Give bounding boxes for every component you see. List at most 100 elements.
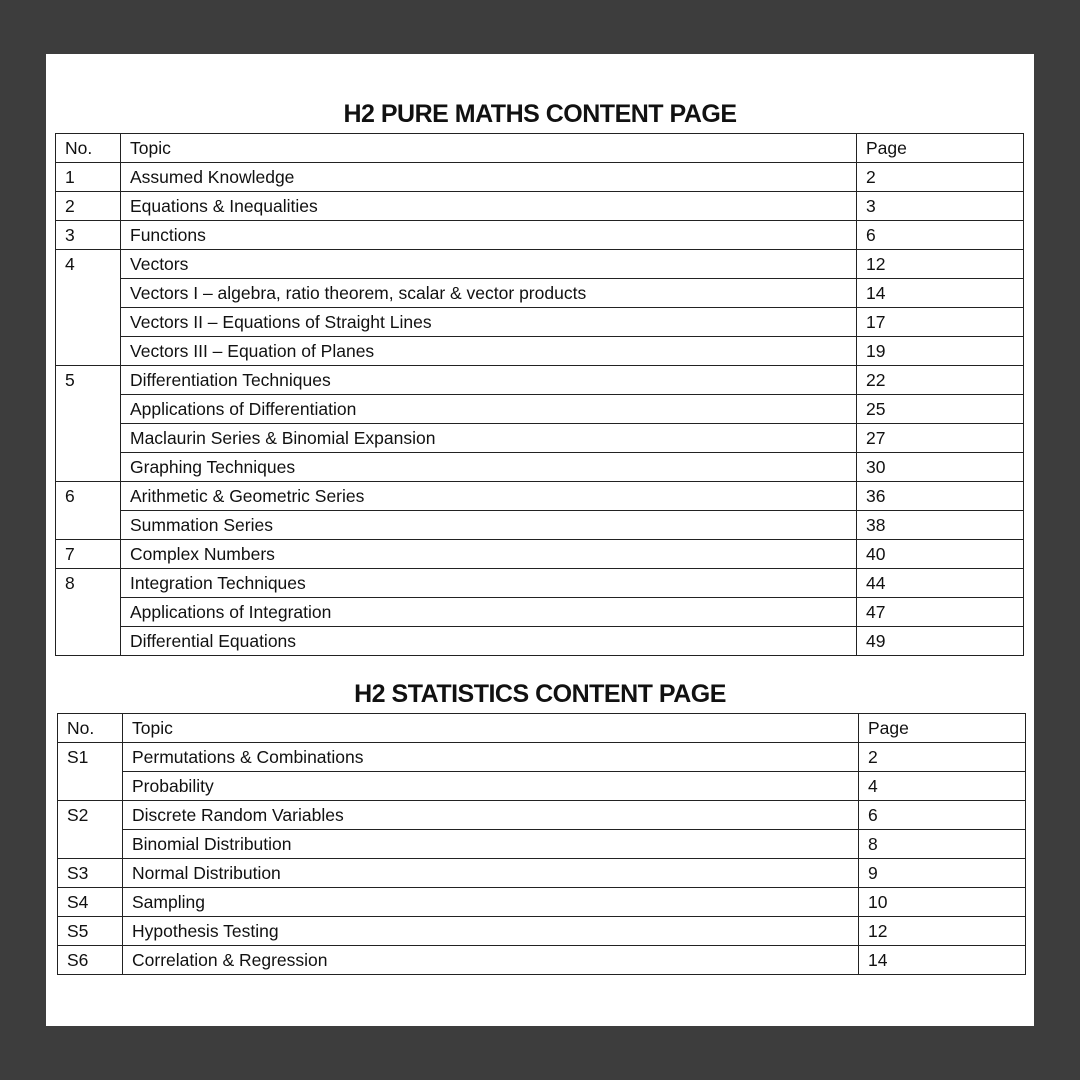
page-number: 25 — [856, 394, 1024, 424]
table-row: 8 Integration Techniques 44 — [55, 568, 1024, 656]
page-number: 17 — [856, 307, 1024, 337]
table-row: 6 Arithmetic & Geometric Series 36 — [55, 481, 1024, 540]
page-number: 12 — [858, 916, 1026, 946]
topic-cell: Equations & Inequalities — [120, 191, 857, 221]
table-row: S5 Hypothesis Testing 12 — [57, 916, 1026, 946]
chapter-number: 1 — [55, 162, 121, 192]
header-row: No. Topic Page — [57, 713, 1026, 743]
page-number: 40 — [856, 539, 1024, 569]
table-row: 2 Equations & Inequalities 3 — [55, 191, 1024, 221]
page-number: 6 — [858, 800, 1026, 830]
pure-maths-table: No. Topic Page 1 Assumed Knowledge 2 2 Equation… — [55, 133, 1024, 656]
page-number: 14 — [856, 278, 1024, 308]
header-row: No. Topic Page — [55, 133, 1024, 163]
topic-cell: Permutations & Combinations — [122, 742, 859, 772]
page-number: 14 — [858, 945, 1026, 975]
topic-cell: Summation Series — [120, 510, 857, 540]
table-row: Applications of Integration 47 — [56, 597, 1024, 627]
table-row: Maclaurin Series & Binomial Expansion 27 — [56, 423, 1024, 453]
header-topic: Topic — [122, 713, 859, 743]
page-number: 3 — [856, 191, 1024, 221]
topic-cell: Differential Equations — [120, 626, 857, 656]
topic-cell: Vectors II – Equations of Straight Lines — [120, 307, 857, 337]
table-row: Vectors II – Equations of Straight Lines… — [56, 307, 1024, 337]
topic-cell: Assumed Knowledge — [120, 162, 857, 192]
page-number: 12 — [856, 249, 1024, 279]
chapter-number: 3 — [55, 220, 121, 250]
table-row: 1 Assumed Knowledge 2 — [55, 162, 1024, 192]
header-page: Page — [858, 713, 1026, 743]
topic-cell: Discrete Random Variables — [122, 800, 859, 830]
header-no: No. — [57, 713, 123, 743]
topic-cell: Arithmetic & Geometric Series — [120, 481, 857, 511]
chapter-number: 5 — [55, 365, 121, 482]
topic-cell: Normal Distribution — [122, 858, 859, 888]
table-row: 5 Differentiation Techniques 22 — [55, 365, 1024, 482]
chapter-number: S2 — [57, 800, 123, 859]
page-number: 9 — [858, 858, 1026, 888]
topic-cell: Binomial Distribution — [122, 829, 859, 859]
topic-cell: Integration Techniques — [120, 568, 857, 598]
table-row: S6 Correlation & Regression 14 — [57, 945, 1026, 975]
table-row: Binomial Distribution 8 — [58, 829, 1026, 859]
page-number: 22 — [856, 365, 1024, 395]
topic-cell: Functions — [120, 220, 857, 250]
topic-cell: Graphing Techniques — [120, 452, 857, 482]
page-number: 2 — [858, 742, 1026, 772]
page-number: 4 — [858, 771, 1026, 801]
table-row: Graphing Techniques 30 — [56, 452, 1024, 482]
chapter-number: 4 — [55, 249, 121, 366]
table-row: Vectors I – algebra, ratio theorem, scal… — [56, 278, 1024, 308]
table-row: Vectors III – Equation of Planes 19 — [56, 336, 1024, 366]
page-number: 19 — [856, 336, 1024, 366]
topic-cell: Vectors — [120, 249, 857, 279]
chapter-number: 8 — [55, 568, 121, 656]
topic-cell: Vectors III – Equation of Planes — [120, 336, 857, 366]
page-number: 27 — [856, 423, 1024, 453]
table-row: S2 Discrete Random Variables 6 — [57, 800, 1026, 859]
table-row: 3 Functions 6 — [55, 220, 1024, 250]
topic-cell: Applications of Differentiation — [120, 394, 857, 424]
chapter-number: S4 — [57, 887, 123, 917]
chapter-number: S1 — [57, 742, 123, 801]
statistics-table: No. Topic Page S1 Permutations & Combination… — [57, 713, 1026, 975]
header-page: Page — [856, 133, 1024, 163]
chapter-number: S6 — [57, 945, 123, 975]
table-row: S4 Sampling 10 — [57, 887, 1026, 917]
topic-cell: Correlation & Regression — [122, 945, 859, 975]
chapter-number: S5 — [57, 916, 123, 946]
table-row: S3 Normal Distribution 9 — [57, 858, 1026, 888]
topic-cell: Applications of Integration — [120, 597, 857, 627]
page-number: 10 — [858, 887, 1026, 917]
table-row: Applications of Differentiation 25 — [56, 394, 1024, 424]
page-number: 8 — [858, 829, 1026, 859]
document-page: H2 PURE MATHS CONTENT PAGE No. Topic Page 1… — [46, 54, 1034, 1026]
chapter-number: 6 — [55, 481, 121, 540]
table-row: Differential Equations 49 — [56, 626, 1024, 656]
page-number: 49 — [856, 626, 1024, 656]
table-row: S1 Permutations & Combinations 2 — [57, 742, 1026, 801]
page-number: 6 — [856, 220, 1024, 250]
topic-cell: Differentiation Techniques — [120, 365, 857, 395]
topic-cell: Vectors I – algebra, ratio theorem, scal… — [120, 278, 857, 308]
header-no: No. — [55, 133, 121, 163]
chapter-number: 2 — [55, 191, 121, 221]
topic-cell: Complex Numbers — [120, 539, 857, 569]
statistics-title: H2 STATISTICS CONTENT PAGE — [354, 680, 726, 708]
page-number: 38 — [856, 510, 1024, 540]
page-number: 2 — [856, 162, 1024, 192]
pure-maths-title: H2 PURE MATHS CONTENT PAGE — [343, 100, 737, 128]
chapter-number: 7 — [55, 539, 121, 569]
page-number: 36 — [856, 481, 1024, 511]
header-topic: Topic — [120, 133, 857, 163]
page-number: 30 — [856, 452, 1024, 482]
topic-cell: Hypothesis Testing — [122, 916, 859, 946]
page-number: 47 — [856, 597, 1024, 627]
table-row: 4 Vectors 12 — [55, 249, 1024, 366]
table-row: Probability 4 — [58, 771, 1026, 801]
topic-cell: Probability — [122, 771, 859, 801]
table-row: 7 Complex Numbers 40 — [55, 539, 1024, 569]
page-number: 44 — [856, 568, 1024, 598]
topic-cell: Maclaurin Series & Binomial Expansion — [120, 423, 857, 453]
table-row: Summation Series 38 — [56, 510, 1024, 540]
